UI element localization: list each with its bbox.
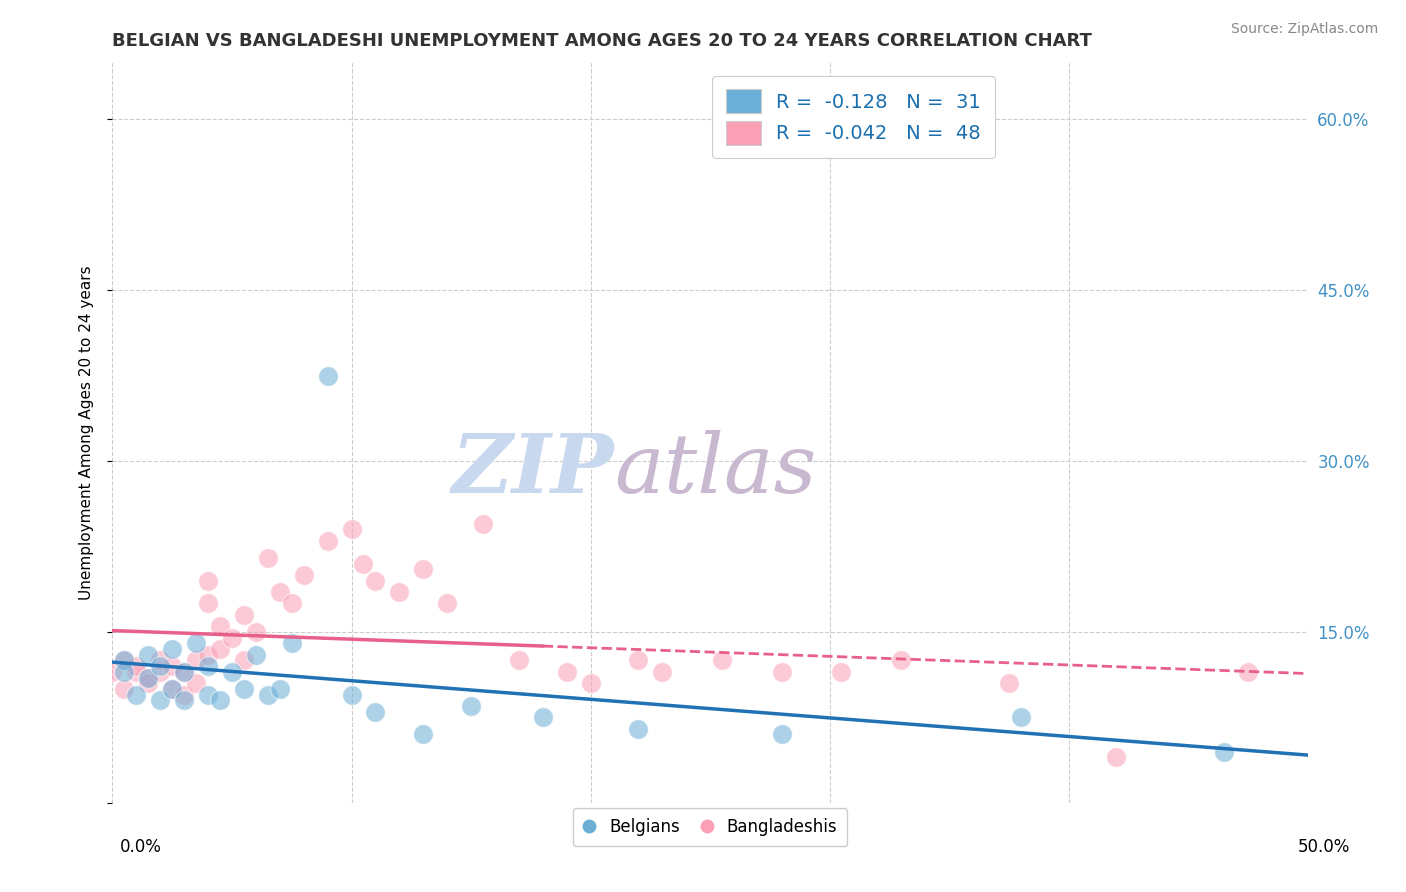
Point — [292, 568, 315, 582]
Point — [831, 665, 853, 679]
Point — [149, 693, 172, 707]
Point — [186, 636, 208, 650]
Point — [209, 642, 232, 657]
Point — [197, 574, 219, 588]
Point — [233, 653, 256, 667]
Point — [998, 676, 1021, 690]
Point — [281, 636, 304, 650]
Point — [316, 533, 339, 548]
Point — [138, 671, 160, 685]
Point — [209, 619, 232, 633]
Text: BELGIAN VS BANGLADESHI UNEMPLOYMENT AMONG AGES 20 TO 24 YEARS CORRELATION CHART: BELGIAN VS BANGLADESHI UNEMPLOYMENT AMON… — [112, 32, 1092, 50]
Point — [173, 665, 195, 679]
Point — [436, 597, 458, 611]
Text: ZIP: ZIP — [451, 430, 614, 509]
Point — [162, 642, 183, 657]
Point — [197, 659, 219, 673]
Point — [890, 653, 912, 667]
Point — [770, 727, 793, 741]
Point — [114, 665, 135, 679]
Point — [138, 676, 160, 690]
Point — [281, 597, 304, 611]
Point — [114, 681, 135, 696]
Point — [340, 523, 363, 537]
Point — [125, 688, 148, 702]
Point — [197, 597, 219, 611]
Point — [412, 562, 434, 576]
Point — [579, 676, 602, 690]
Point — [221, 631, 243, 645]
Point — [1105, 750, 1128, 764]
Point — [186, 653, 208, 667]
Point — [257, 550, 280, 565]
Point — [197, 688, 219, 702]
Point — [412, 727, 434, 741]
Y-axis label: Unemployment Among Ages 20 to 24 years: Unemployment Among Ages 20 to 24 years — [79, 265, 94, 600]
Point — [340, 688, 363, 702]
Point — [125, 659, 148, 673]
Point — [269, 585, 291, 599]
Point — [555, 665, 578, 679]
Point — [245, 624, 267, 639]
Point — [125, 665, 148, 679]
Point — [257, 688, 280, 702]
Point — [472, 516, 495, 531]
Text: 50.0%: 50.0% — [1298, 838, 1350, 856]
Text: Source: ZipAtlas.com: Source: ZipAtlas.com — [1230, 22, 1378, 37]
Point — [162, 681, 183, 696]
Point — [138, 671, 160, 685]
Point — [364, 574, 387, 588]
Point — [162, 659, 183, 673]
Point — [173, 693, 195, 707]
Point — [114, 653, 135, 667]
Point — [269, 681, 291, 696]
Point — [186, 676, 208, 690]
Point — [352, 557, 374, 571]
Point — [627, 653, 650, 667]
Point — [1010, 710, 1032, 724]
Point — [209, 693, 232, 707]
Point — [316, 368, 339, 383]
Point — [388, 585, 411, 599]
Point — [508, 653, 530, 667]
Point — [149, 659, 172, 673]
Point — [770, 665, 793, 679]
Point — [173, 665, 195, 679]
Point — [233, 607, 256, 622]
Point — [364, 705, 387, 719]
Point — [138, 648, 160, 662]
Point — [651, 665, 673, 679]
Point — [149, 653, 172, 667]
Point — [627, 722, 650, 736]
Point — [460, 698, 482, 713]
Point — [711, 653, 734, 667]
Point — [245, 648, 267, 662]
Text: 0.0%: 0.0% — [120, 838, 162, 856]
Point — [1213, 745, 1236, 759]
Text: atlas: atlas — [614, 430, 817, 509]
Point — [173, 688, 195, 702]
Point — [233, 681, 256, 696]
Point — [221, 665, 243, 679]
Point — [1237, 665, 1260, 679]
Point — [149, 665, 172, 679]
Point — [114, 653, 135, 667]
Point — [162, 681, 183, 696]
Point — [531, 710, 554, 724]
Point — [197, 648, 219, 662]
Legend: Belgians, Bangladeshis: Belgians, Bangladeshis — [572, 808, 848, 847]
Point — [101, 665, 124, 679]
